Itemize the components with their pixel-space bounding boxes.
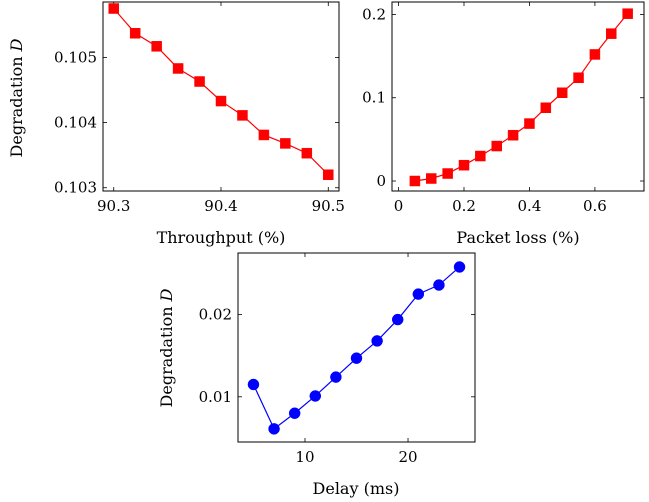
series	[108, 3, 334, 180]
data-point	[433, 279, 445, 291]
series-line	[252, 266, 460, 430]
series-line	[113, 8, 329, 176]
y-tick-label: 0	[376, 172, 386, 190]
data-point	[108, 3, 119, 14]
series	[409, 8, 633, 187]
y-tick-label: 0.104	[54, 114, 97, 132]
y-tick-label: 0.103	[54, 179, 97, 197]
data-point	[606, 28, 617, 39]
data-point	[129, 28, 141, 39]
x-axis-label: Delay (ms)	[313, 479, 400, 498]
data-point	[323, 169, 334, 180]
data-point	[524, 118, 535, 129]
plot-frame	[391, 1, 645, 192]
x-tick-label: 10	[295, 448, 314, 466]
data-point	[412, 288, 425, 300]
x-tick-label: 0	[394, 197, 404, 215]
data-point	[247, 378, 260, 391]
data-point	[453, 261, 466, 273]
data-point	[330, 371, 342, 383]
data-point	[589, 49, 601, 60]
y-axis-label: Degradation D	[157, 288, 176, 407]
data-point	[194, 76, 205, 87]
plot-frame	[237, 252, 476, 443]
x-tick-label: 90.5	[312, 197, 345, 215]
series	[247, 261, 466, 435]
data-point	[268, 423, 280, 435]
ticks	[238, 253, 475, 442]
y-tick-label: 0.02	[199, 306, 232, 324]
data-point	[172, 63, 184, 74]
data-point	[622, 8, 633, 19]
data-point	[309, 390, 322, 402]
data-point	[442, 168, 453, 179]
data-point	[258, 129, 270, 141]
data-point	[237, 110, 248, 121]
x-tick-label: 90.3	[97, 197, 130, 215]
data-point	[426, 173, 437, 184]
data-point	[288, 407, 301, 419]
data-point	[371, 335, 383, 347]
y-tick-label: 0.1	[362, 89, 386, 107]
x-tick-label: 20	[398, 448, 417, 466]
data-point	[556, 87, 568, 99]
tick-labels: 0 0.2 0.4 0.6 0 0.1 0.2	[362, 5, 607, 215]
data-point	[475, 150, 486, 162]
x-tick-label: 0.2	[452, 197, 476, 215]
ticks	[392, 2, 644, 191]
x-tick-label: 0.4	[518, 197, 542, 215]
ticks	[103, 2, 339, 191]
tick-labels: 90.3 90.4 90.5 0.103 0.104 0.105	[54, 48, 345, 215]
data-point	[391, 313, 404, 326]
x-axis-label: Packet loss (%)	[456, 228, 579, 247]
chart-throughput: 90.3 90.4 90.5 0.103 0.104 0.105 Throughput (…	[7, 1, 345, 247]
data-point	[491, 140, 502, 152]
x-tick-label: 0.6	[583, 197, 607, 215]
tick-labels: 10 20 0.01 0.02	[199, 306, 418, 466]
y-tick-label: 0.01	[199, 388, 232, 406]
data-point	[350, 352, 363, 364]
data-point	[458, 159, 470, 171]
x-axis-label: Throughput (%)	[157, 228, 286, 247]
y-tick-label: 0.105	[54, 48, 97, 66]
data-point	[280, 138, 291, 149]
data-point	[409, 175, 421, 187]
data-point	[151, 41, 162, 52]
data-point	[573, 72, 584, 84]
data-point	[507, 129, 519, 141]
y-axis-label: Degradation D	[7, 38, 26, 157]
data-point	[540, 102, 552, 113]
data-point	[215, 95, 227, 107]
series-line	[414, 13, 629, 182]
y-tick-label: 0.2	[362, 5, 386, 23]
data-point	[301, 147, 313, 159]
chart-packet-loss: 0 0.2 0.4 0.6 0 0.1 0.2 Packet loss (%)	[362, 1, 645, 247]
chart-delay: 10 20 0.01 0.02 Delay (ms) Degradation D	[157, 252, 476, 498]
x-tick-label: 90.4	[204, 197, 237, 215]
